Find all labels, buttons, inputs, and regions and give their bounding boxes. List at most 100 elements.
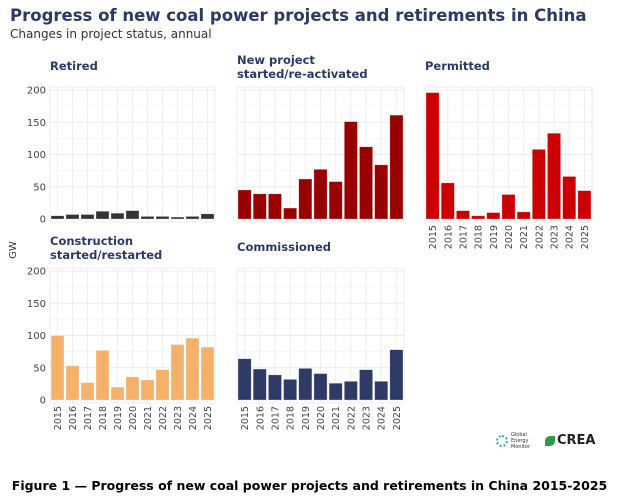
x-tick-label: 2015 <box>428 225 439 249</box>
x-tick-label: 2025 <box>203 406 214 430</box>
bar-2017 <box>268 374 282 401</box>
x-tick-label: 2020 <box>316 406 327 430</box>
bar-2015 <box>237 189 252 220</box>
y-tick-label: 200 <box>27 86 46 97</box>
bar-2025 <box>389 114 404 220</box>
y-axis-label: GW <box>8 241 19 259</box>
x-tick-label: 2019 <box>113 406 124 430</box>
bar-2016 <box>65 365 80 401</box>
panel-title: Commissioned <box>237 240 331 254</box>
x-tick-label: 2021 <box>519 225 530 249</box>
y-tick-label: 150 <box>27 118 46 129</box>
bar-2015 <box>50 215 65 220</box>
bar-2018 <box>95 350 110 401</box>
bar-2023 <box>359 369 373 401</box>
bar-2019 <box>110 386 125 401</box>
x-tick-label: 2022 <box>534 225 545 249</box>
panel-title: started/restarted <box>50 248 162 262</box>
bar-2019 <box>110 212 125 220</box>
panel-1: Retired 0 50 100 150 200 <box>27 59 216 226</box>
bar-2019 <box>298 368 313 401</box>
bar-2017 <box>268 193 282 220</box>
bar-2023 <box>170 216 185 220</box>
y-tick-label: 50 <box>33 363 46 374</box>
bar-2024 <box>185 337 200 401</box>
bar-2016 <box>440 182 455 220</box>
bar-2023 <box>170 344 185 401</box>
x-tick-label: 2015 <box>53 406 64 430</box>
bar-2021 <box>516 211 531 220</box>
x-tick-label: 2018 <box>474 225 485 249</box>
x-tick-label: 2022 <box>346 406 357 430</box>
bar-2016 <box>65 214 80 220</box>
bar-2020 <box>125 376 140 401</box>
x-tick-label: 2025 <box>580 225 591 249</box>
bar-2023 <box>547 132 561 220</box>
bar-2016 <box>252 368 267 401</box>
bar-2024 <box>562 176 577 220</box>
x-tick-label: 2025 <box>392 406 403 430</box>
y-tick-label: 100 <box>27 150 46 161</box>
bar-2020 <box>501 194 516 220</box>
bar-2022 <box>343 121 358 220</box>
bar-2022 <box>155 369 170 401</box>
bar-2021 <box>140 216 155 220</box>
globe-icon <box>496 435 508 447</box>
bar-2021 <box>140 379 155 401</box>
chart-title: Progress of new coal power projects and … <box>10 6 587 25</box>
x-tick-label: 2018 <box>98 406 109 430</box>
panel-title: Construction <box>50 234 133 248</box>
x-tick-label: 2019 <box>301 406 312 430</box>
bar-2017 <box>80 214 95 220</box>
x-tick-label: 2020 <box>128 406 139 430</box>
x-tick-label: 2016 <box>255 406 266 430</box>
bar-2018 <box>471 215 486 220</box>
bar-2018 <box>283 207 298 220</box>
bar-2019 <box>486 212 501 220</box>
crea-logo: CREA <box>545 433 596 448</box>
bar-2024 <box>374 164 389 220</box>
bar-2025 <box>200 346 215 401</box>
chart-subtitle: Changes in project status, annual <box>10 27 212 41</box>
x-tick-label: 2017 <box>270 406 281 430</box>
panel-3: Permitted 2015 2016 2017 2018 2019 2020 2021 202… <box>424 59 593 249</box>
x-tick-label: 2020 <box>504 225 515 249</box>
x-tick-label: 2016 <box>443 225 454 249</box>
bar-2021 <box>328 382 343 401</box>
x-tick-label: 2023 <box>173 406 184 430</box>
y-tick-label: 0 <box>40 396 46 407</box>
figure-caption: Figure 1 — Progress of new coal power pr… <box>11 478 608 493</box>
y-tick-label: 150 <box>27 299 46 310</box>
x-tick-label: 2018 <box>286 406 297 430</box>
bar-2020 <box>313 169 328 220</box>
bar-2015 <box>425 92 440 220</box>
bar-2020 <box>313 373 328 401</box>
bar-2017 <box>456 210 470 220</box>
bar-2020 <box>125 210 140 220</box>
y-tick-label: 50 <box>33 182 46 193</box>
panel-title: Retired <box>50 59 98 73</box>
bar-2024 <box>185 216 200 220</box>
x-tick-label: 2021 <box>331 406 342 430</box>
x-tick-label: 2024 <box>188 406 199 430</box>
x-tick-label: 2021 <box>143 406 154 430</box>
y-tick-label: 200 <box>27 267 46 278</box>
gem-logo: Global Energy Monitor <box>496 432 541 450</box>
x-tick-label: 2023 <box>362 406 373 430</box>
panel-title: started/re-activated <box>237 67 368 81</box>
bar-2022 <box>531 149 546 220</box>
bar-2021 <box>328 181 343 220</box>
bar-2025 <box>577 190 592 220</box>
x-tick-label: 2016 <box>68 406 79 430</box>
x-tick-label: 2022 <box>158 406 169 430</box>
x-tick-label: 2023 <box>550 225 561 249</box>
bar-2022 <box>155 216 170 220</box>
x-tick-label: 2024 <box>565 225 576 249</box>
bar-2023 <box>359 146 373 220</box>
bar-2018 <box>283 379 298 401</box>
small-multiples-chart: GW Retired 0 50 100 150 200 New projectstarted/… <box>8 53 593 430</box>
bar-2017 <box>80 382 95 401</box>
